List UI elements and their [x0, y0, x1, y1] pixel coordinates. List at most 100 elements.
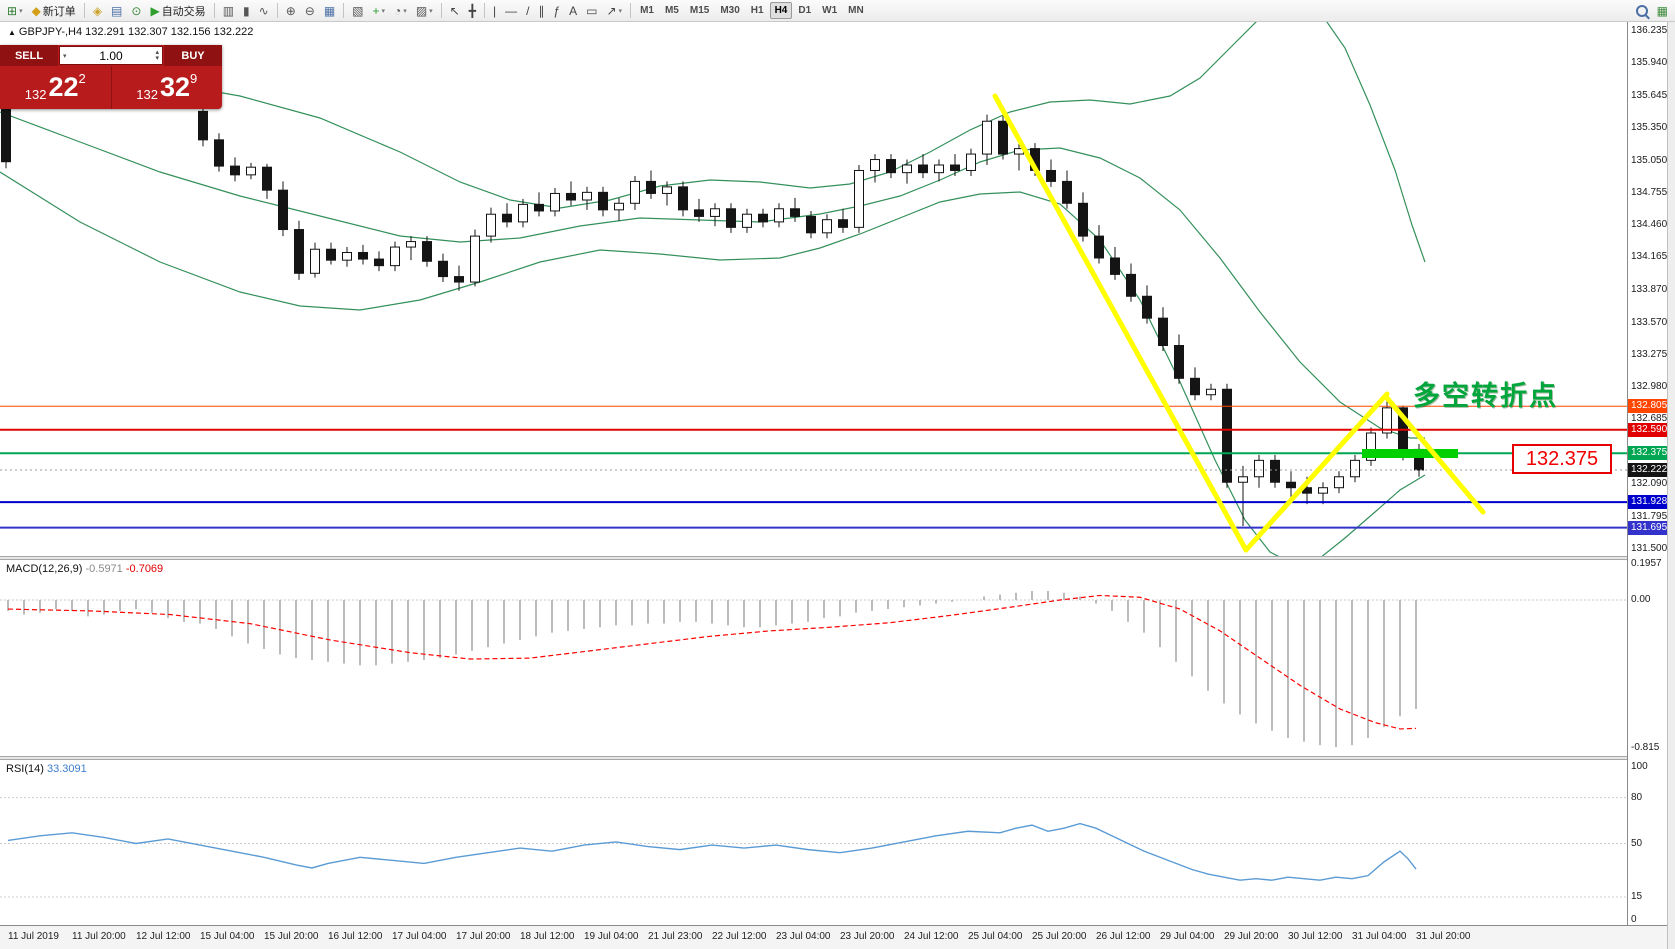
rsi-scale-label: 80: [1631, 791, 1643, 803]
toolbar: ⊞ ▾ ◆ 新订单 ◈ ▤ ⊙ ▶ 自动交易 ▥ ▮ ∿ ⊕ ⊖ ▦ ▧ + ▾ ◔ ▾ ▨ ▾ ↖ ╋ | — / ∥ ƒ A ▭ ↗ ▾ M1…: [0, 0, 1675, 22]
cursor-button[interactable]: ↖: [446, 2, 464, 20]
periods-icon: ◔: [394, 3, 402, 18]
crosshair-button[interactable]: ╋: [465, 2, 480, 20]
chart-line-button[interactable]: ∿: [255, 2, 273, 20]
price-tag-131.928: 131.928: [1628, 495, 1667, 510]
yellow-trendline-2[interactable]: [1243, 391, 1390, 553]
chevron-down-icon: ▾: [381, 7, 386, 15]
candle: [1334, 471, 1344, 494]
trendline-icon: /: [526, 3, 530, 18]
metaeditor-icon: ◈: [92, 3, 103, 18]
sell-price[interactable]: 132 22 2: [0, 66, 112, 109]
yellow-trendline-3[interactable]: [1384, 395, 1486, 515]
timeframe-mn[interactable]: MN: [843, 2, 869, 19]
time-axis-label: 12 Jul 12:00: [136, 931, 191, 942]
toolbar-separator: [343, 3, 345, 18]
channel-button[interactable]: ∥: [534, 2, 548, 20]
yellow-trendline-1[interactable]: [992, 93, 1249, 553]
metaeditor-button[interactable]: ◈: [89, 2, 106, 20]
candle: [806, 210, 816, 239]
candle: [342, 247, 352, 267]
timeframe-m1[interactable]: M1: [635, 2, 659, 19]
price-level-callout[interactable]: 132.375: [1512, 444, 1612, 474]
autotrading-button[interactable]: ▶ 自动交易: [146, 2, 209, 20]
zoom-in-button[interactable]: ⊕: [282, 2, 300, 20]
price-chart-canvas[interactable]: [0, 22, 1627, 556]
vertical-line-button[interactable]: |: [489, 2, 500, 20]
horizontal-line-button[interactable]: —: [501, 2, 521, 20]
chart-profile-button[interactable]: ▦: [1653, 2, 1672, 20]
timeframe-m15[interactable]: M15: [685, 2, 714, 19]
arrows-button[interactable]: ↗ ▾: [602, 2, 626, 20]
print-button[interactable]: ▤: [107, 2, 126, 20]
text-label-button[interactable]: ▭: [582, 2, 601, 20]
candle: [278, 181, 288, 237]
zoom-out-button[interactable]: ⊖: [301, 2, 319, 20]
candle: [518, 198, 528, 228]
tile-windows-button[interactable]: ▦: [320, 2, 339, 20]
volume-dropdown-caret[interactable]: ▾: [63, 52, 67, 60]
turning-point-annotation[interactable]: 多空转折点: [1413, 381, 1558, 411]
candle: [374, 251, 384, 272]
candle: [758, 208, 768, 228]
magnifier-icon: [1635, 4, 1648, 17]
candle: [598, 186, 608, 217]
chart-candles-button[interactable]: ▮: [239, 2, 254, 20]
zoom-in-icon: ⊕: [285, 3, 296, 18]
timeframe-h1[interactable]: H1: [746, 2, 769, 19]
help-icon: ⊙: [131, 3, 142, 18]
fibonacci-button[interactable]: ƒ: [549, 2, 564, 20]
auto-arrange-button[interactable]: ▧: [348, 2, 367, 20]
templates-button[interactable]: ▨ ▾: [412, 2, 437, 20]
buy-price[interactable]: 132 32 9: [112, 66, 223, 109]
trendline-button[interactable]: /: [522, 2, 533, 20]
candle: [470, 229, 480, 287]
macd-main-value: -0.5971: [85, 563, 123, 575]
chart-bars-button[interactable]: ▥: [219, 2, 238, 20]
rsi-canvas[interactable]: [0, 760, 1627, 925]
candle: [326, 242, 336, 265]
panel-separator-macd[interactable]: [0, 556, 1675, 560]
timeframe-w1[interactable]: W1: [817, 2, 842, 19]
time-axis-label: 22 Jul 12:00: [712, 931, 767, 942]
horizontal-line-icon: —: [505, 3, 518, 18]
periods-button[interactable]: ◔ ▾: [390, 2, 411, 20]
price-scale-label: 132.090: [1631, 478, 1668, 490]
new-chart-button[interactable]: ⊞ ▾: [3, 2, 27, 20]
buy-button[interactable]: BUY: [164, 45, 222, 66]
rsi-scale-label: 15: [1631, 891, 1643, 903]
volume-input[interactable]: [69, 47, 153, 64]
volume-up-button[interactable]: ▴: [155, 48, 159, 56]
indicators-button[interactable]: + ▾: [369, 2, 390, 20]
candle: [1222, 383, 1232, 488]
candle: [646, 170, 656, 199]
time-axis-label: 23 Jul 20:00: [840, 931, 895, 942]
price-scale[interactable]: 136.235 135.940 135.645 135.350 135.050 134.7…: [1627, 22, 1667, 925]
macd-canvas[interactable]: [0, 560, 1627, 756]
help-button[interactable]: ⊙: [127, 2, 145, 20]
price-scale-label: 134.165: [1631, 251, 1668, 263]
candle: [1190, 367, 1200, 401]
price-scale-label: 133.275: [1631, 348, 1668, 360]
sell-button[interactable]: SELL: [0, 45, 58, 66]
timeframe-m30[interactable]: M30: [715, 2, 744, 19]
search-button[interactable]: [1632, 2, 1652, 20]
macd-signal-line: [7, 594, 1417, 730]
volume-down-button[interactable]: ▾: [155, 54, 159, 62]
text-button[interactable]: A: [565, 2, 581, 20]
time-axis[interactable]: 11 Jul 2019 11 Jul 20:00 12 Jul 12:00 15 Ju…: [0, 925, 1675, 949]
price-scale-label: 132.685: [1631, 413, 1668, 425]
right-edge-strip: [1667, 22, 1675, 949]
panel-separator-rsi[interactable]: [0, 756, 1675, 760]
candle: [1414, 443, 1424, 477]
bollinger-upper: [0, 22, 1426, 263]
candle: [566, 181, 576, 206]
candle: [1254, 454, 1264, 488]
volume-stepper: ▴ ▾: [152, 48, 162, 62]
candle: [918, 154, 928, 179]
candle: [982, 114, 992, 166]
timeframe-d1[interactable]: D1: [793, 2, 816, 19]
new-order-button[interactable]: ◆ 新订单: [28, 2, 80, 20]
timeframe-h4[interactable]: H4: [769, 2, 793, 19]
timeframe-m5[interactable]: M5: [660, 2, 684, 19]
